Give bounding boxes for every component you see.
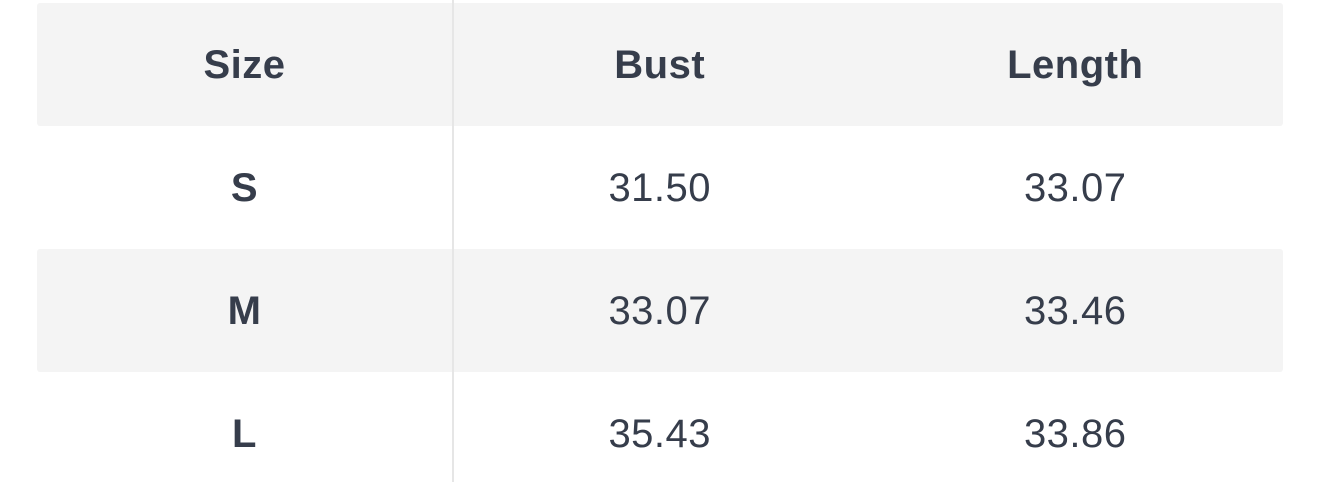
length-cell: 33.86: [1023, 411, 1127, 456]
size-cell: S: [230, 165, 259, 210]
bust-cell: 31.50: [608, 165, 712, 210]
bust-cell: 35.43: [608, 411, 712, 456]
size-cell: M: [227, 288, 262, 333]
bust-cell: 33.07: [608, 288, 712, 333]
column-header-size: Size: [203, 42, 286, 87]
table-row-m: M 33.07 33.46: [37, 249, 1283, 372]
length-cell: 33.07: [1023, 165, 1127, 210]
size-cell: L: [232, 411, 257, 456]
size-table: Size Bust Length S 31.50 33.07 M 33.07 3…: [37, 3, 1283, 482]
table-row-s: S 31.50 33.07: [37, 126, 1283, 249]
table-row-l: L 35.43 33.86: [37, 372, 1283, 482]
column-header-bust: Bust: [614, 42, 706, 87]
column-divider: [452, 0, 454, 482]
length-cell: 33.46: [1023, 288, 1127, 333]
table-header-row: Size Bust Length: [37, 3, 1283, 126]
column-header-length: Length: [1007, 42, 1144, 87]
